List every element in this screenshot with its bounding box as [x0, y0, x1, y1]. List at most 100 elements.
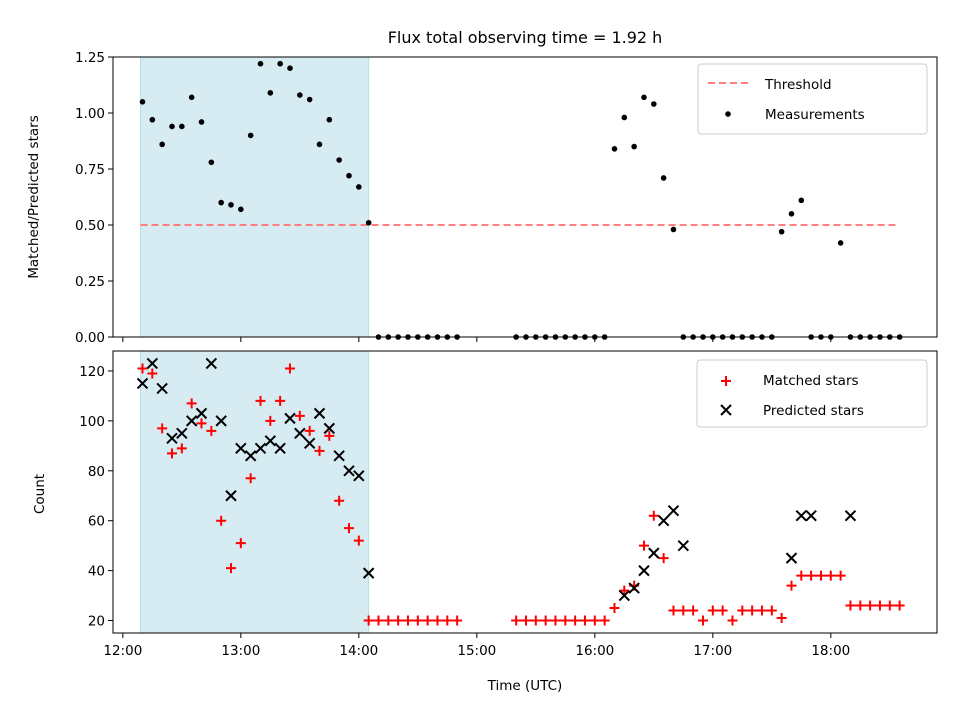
x-axis-label: Time (UTC): [487, 678, 563, 694]
matched-star-point: [737, 605, 748, 616]
matched-star-point: [452, 615, 463, 626]
x-tick-label: 14:00: [339, 643, 378, 659]
matched-star-point: [658, 553, 669, 564]
predicted-star-point: [146, 357, 159, 370]
matched-star-point: [284, 363, 295, 374]
matched-star-point: [865, 600, 876, 611]
matched-star-point: [747, 605, 758, 616]
predicted-star-point: [805, 510, 817, 522]
measurement-point: [159, 141, 165, 148]
predicted-star-point: [638, 564, 650, 577]
predicted-star-point: [225, 490, 237, 502]
matched-star-point: [825, 570, 836, 581]
matched-star-point: [727, 615, 738, 626]
top-y-axis-label: Matched/Predicted stars: [26, 115, 42, 278]
predicted-star-point: [343, 465, 355, 477]
y-tick-label: 60: [88, 514, 105, 530]
measurement-point: [651, 101, 657, 107]
measurement-point: [336, 157, 342, 163]
matched-star-point: [225, 563, 236, 574]
matched-star-point: [442, 615, 453, 626]
measurement-point: [198, 119, 205, 125]
measurement-point: [149, 116, 156, 123]
matched-star-point: [540, 615, 551, 626]
matched-star-point: [806, 570, 817, 581]
predicted-star-point: [844, 510, 857, 522]
top-plot: 0.00 0.25 0.50 0.75 1.00 1.25 Threshold Measure…: [75, 50, 938, 346]
bottom-legend: Matched stars Predicted stars: [696, 359, 928, 428]
y-tick-label: 0.25: [75, 274, 105, 290]
measurement-point: [257, 60, 264, 67]
matched-star-point: [166, 448, 177, 459]
matched-star-point: [324, 430, 335, 441]
legend-predicted-label: Predicted stars: [763, 403, 864, 419]
predicted-star-point: [628, 582, 640, 594]
matched-star-point: [599, 615, 610, 626]
matched-star-point: [845, 600, 856, 611]
x-tick-label: 17:00: [693, 643, 732, 659]
measurement-point: [660, 175, 667, 181]
legend-measurement-swatch: [725, 111, 731, 117]
predicted-star-point: [235, 442, 247, 455]
predicted-star-point: [323, 422, 336, 435]
matched-star-point: [609, 603, 620, 614]
predicted-star-point: [176, 427, 188, 440]
matched-star-point: [176, 443, 187, 454]
measurement-point: [188, 94, 195, 101]
x-tick-label: 13:00: [221, 643, 260, 659]
predicted-star-point: [136, 377, 149, 390]
measurement-point: [621, 114, 628, 121]
measurement-point: [631, 143, 637, 150]
matched-star-point: [579, 615, 590, 626]
matched-star-point: [520, 615, 531, 626]
measurement-point: [297, 92, 303, 98]
predicted-star-point: [648, 547, 660, 559]
predicted-star-point: [205, 357, 218, 370]
legend-measurements-label: Measurements: [765, 107, 865, 123]
matched-star-point: [294, 410, 305, 421]
measurement-point: [208, 159, 215, 166]
measurement-point: [169, 123, 175, 130]
measurement-point: [778, 228, 785, 235]
matched-star-point: [766, 605, 777, 616]
y-tick-label: 0.00: [75, 330, 105, 346]
matched-star-point: [216, 515, 227, 526]
predicted-star-point: [313, 407, 326, 420]
predicted-star-point: [303, 437, 316, 450]
matched-star-point: [353, 535, 364, 546]
matched-star-point: [796, 570, 807, 581]
matched-star-point: [874, 600, 885, 611]
measurement-point: [788, 211, 795, 217]
matched-star-point: [304, 425, 315, 436]
matched-star-point: [373, 615, 384, 626]
matched-star-point: [560, 615, 571, 626]
predicted-star-point: [185, 415, 198, 427]
matched-star-point: [707, 605, 718, 616]
predicted-star-point: [156, 382, 168, 395]
matched-star-point: [383, 615, 394, 626]
measurement-point: [670, 226, 677, 233]
measurement-point: [228, 202, 234, 208]
y-tick-label: 0.75: [75, 162, 105, 178]
predicted-star-point: [677, 539, 690, 552]
matched-star-point: [137, 363, 148, 374]
y-tick-label: 120: [79, 364, 105, 380]
matched-star-point: [432, 615, 443, 626]
predicted-star-point: [667, 505, 680, 517]
legend-frame: [696, 359, 928, 428]
matched-star-point: [147, 368, 158, 379]
shaded-span: [140, 350, 370, 634]
legend-matched-swatch: [721, 376, 731, 386]
bottom-plot: 20 40 60 80 100 120 12:00 13:00 14:00 15:00 16:00 1…: [79, 350, 938, 659]
matched-star-point: [343, 523, 354, 534]
bottom-y-axis-label: Count: [32, 474, 48, 514]
measurement-point: [611, 146, 618, 152]
matched-star-point: [835, 570, 846, 581]
matched-star-point: [275, 395, 286, 406]
matched-star-point: [255, 395, 266, 406]
matched-star-point: [186, 398, 197, 409]
measurement-point: [798, 197, 805, 204]
matched-star-point: [157, 423, 168, 434]
measurement-point: [218, 199, 224, 206]
